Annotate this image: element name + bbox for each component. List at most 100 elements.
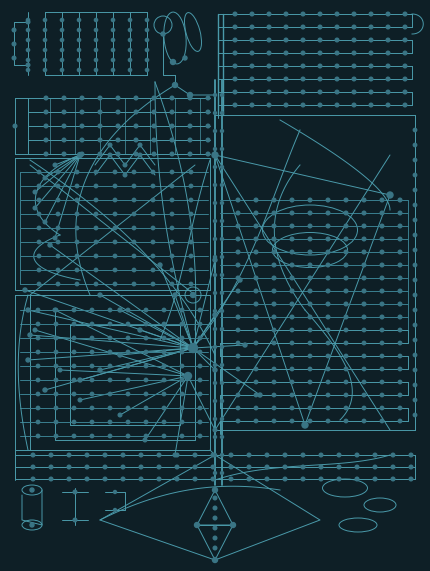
- Circle shape: [108, 322, 111, 325]
- Circle shape: [397, 224, 401, 228]
- Circle shape: [220, 345, 223, 348]
- Circle shape: [113, 254, 117, 258]
- Circle shape: [180, 420, 183, 424]
- Circle shape: [254, 276, 257, 280]
- Circle shape: [412, 143, 416, 147]
- Circle shape: [98, 293, 102, 297]
- Circle shape: [111, 18, 114, 22]
- Circle shape: [361, 276, 365, 280]
- Circle shape: [77, 29, 80, 31]
- Circle shape: [12, 28, 16, 32]
- Circle shape: [213, 516, 216, 520]
- Circle shape: [111, 29, 114, 31]
- Circle shape: [289, 237, 293, 241]
- Circle shape: [198, 364, 201, 368]
- Circle shape: [80, 152, 83, 156]
- Circle shape: [134, 124, 138, 128]
- Circle shape: [344, 211, 347, 215]
- Circle shape: [44, 152, 48, 156]
- Circle shape: [162, 392, 165, 396]
- Circle shape: [213, 400, 216, 403]
- Circle shape: [412, 203, 416, 207]
- Circle shape: [49, 453, 53, 457]
- Circle shape: [108, 364, 111, 368]
- Circle shape: [290, 393, 293, 397]
- Circle shape: [317, 38, 321, 42]
- Circle shape: [126, 379, 129, 381]
- Circle shape: [170, 110, 173, 114]
- Circle shape: [344, 224, 347, 228]
- Circle shape: [30, 523, 34, 527]
- Circle shape: [128, 38, 131, 42]
- Circle shape: [113, 509, 116, 512]
- Circle shape: [113, 184, 117, 188]
- Circle shape: [290, 367, 293, 371]
- Circle shape: [220, 166, 223, 168]
- Circle shape: [369, 51, 372, 55]
- Circle shape: [56, 198, 60, 202]
- Circle shape: [361, 315, 365, 319]
- Circle shape: [189, 282, 192, 286]
- Circle shape: [397, 250, 401, 254]
- Circle shape: [254, 289, 257, 293]
- Circle shape: [254, 224, 257, 228]
- Circle shape: [161, 32, 165, 36]
- Circle shape: [326, 419, 329, 423]
- Circle shape: [397, 419, 401, 423]
- Circle shape: [344, 276, 347, 280]
- Circle shape: [326, 367, 329, 371]
- Circle shape: [157, 465, 160, 469]
- Circle shape: [151, 212, 154, 216]
- Circle shape: [307, 315, 311, 319]
- Circle shape: [72, 379, 76, 381]
- Circle shape: [170, 138, 173, 142]
- Circle shape: [128, 58, 131, 62]
- Circle shape: [94, 18, 97, 22]
- Circle shape: [116, 110, 120, 114]
- Circle shape: [23, 288, 27, 292]
- Circle shape: [193, 477, 197, 481]
- Circle shape: [162, 364, 165, 368]
- Circle shape: [220, 472, 223, 475]
- Circle shape: [361, 250, 365, 254]
- Circle shape: [126, 392, 129, 396]
- Circle shape: [56, 254, 60, 258]
- Circle shape: [402, 77, 406, 81]
- Circle shape: [144, 379, 147, 381]
- Circle shape: [267, 25, 270, 29]
- Circle shape: [190, 292, 195, 297]
- Circle shape: [301, 465, 304, 469]
- Circle shape: [289, 315, 293, 319]
- Circle shape: [37, 184, 40, 188]
- Circle shape: [36, 420, 40, 424]
- Circle shape: [152, 110, 155, 114]
- Circle shape: [121, 453, 125, 457]
- Circle shape: [75, 184, 79, 188]
- Circle shape: [189, 226, 192, 230]
- Circle shape: [385, 77, 389, 81]
- Circle shape: [213, 496, 216, 500]
- Circle shape: [43, 58, 46, 62]
- Circle shape: [272, 328, 275, 332]
- Circle shape: [272, 289, 275, 293]
- Circle shape: [213, 292, 216, 295]
- Circle shape: [184, 372, 191, 380]
- Circle shape: [108, 336, 111, 340]
- Circle shape: [189, 170, 192, 174]
- Circle shape: [301, 64, 304, 68]
- Circle shape: [132, 268, 135, 272]
- Circle shape: [144, 322, 147, 325]
- Circle shape: [412, 263, 416, 267]
- Circle shape: [54, 350, 58, 353]
- Circle shape: [372, 453, 376, 457]
- Circle shape: [412, 188, 416, 192]
- Circle shape: [144, 364, 147, 368]
- Circle shape: [301, 38, 304, 42]
- Circle shape: [307, 198, 311, 202]
- Circle shape: [233, 51, 236, 55]
- Circle shape: [307, 407, 311, 410]
- Circle shape: [75, 282, 79, 286]
- Circle shape: [54, 322, 58, 325]
- Circle shape: [397, 380, 401, 384]
- Circle shape: [56, 184, 60, 188]
